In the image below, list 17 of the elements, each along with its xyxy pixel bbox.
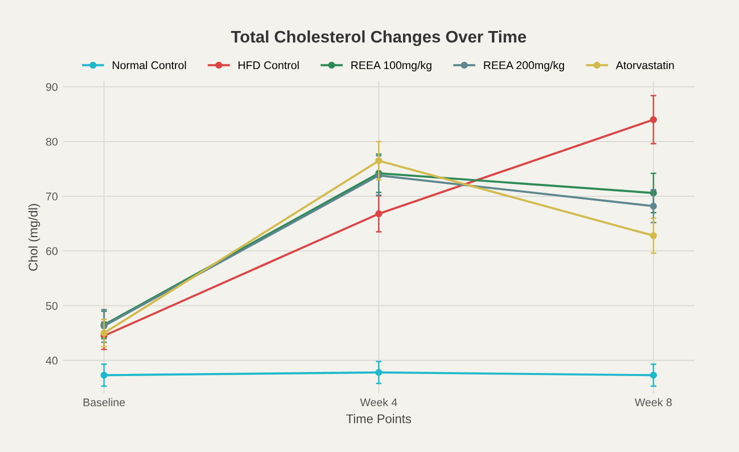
y-axis-title: Chol (mg/dl) [28, 204, 40, 271]
legend-label: REEA 100mg/kg [351, 61, 432, 72]
y-tick-label: 50 [46, 302, 58, 310]
x-tick-label: Week 4 [360, 398, 398, 406]
x-axis-title: Time Points [346, 414, 412, 424]
legend-label: Normal Control [112, 61, 186, 70]
x-tick-label: Baseline [84, 398, 125, 406]
y-tick-label: 60 [46, 247, 58, 256]
y-tick-label: 90 [46, 83, 58, 91]
y-tick-label: 40 [46, 356, 58, 365]
legend-label: REEA 200mg/kg [484, 61, 564, 72]
y-tick-label: 70 [46, 192, 58, 200]
legend-label: HFD Control [238, 61, 299, 70]
x-tick-label: Week 8 [634, 398, 672, 406]
chart-title: Total Cholesterol Changes Over Time [231, 30, 526, 46]
y-tick-label: 80 [46, 138, 58, 146]
legend-label: Atorvastatin [616, 61, 674, 70]
